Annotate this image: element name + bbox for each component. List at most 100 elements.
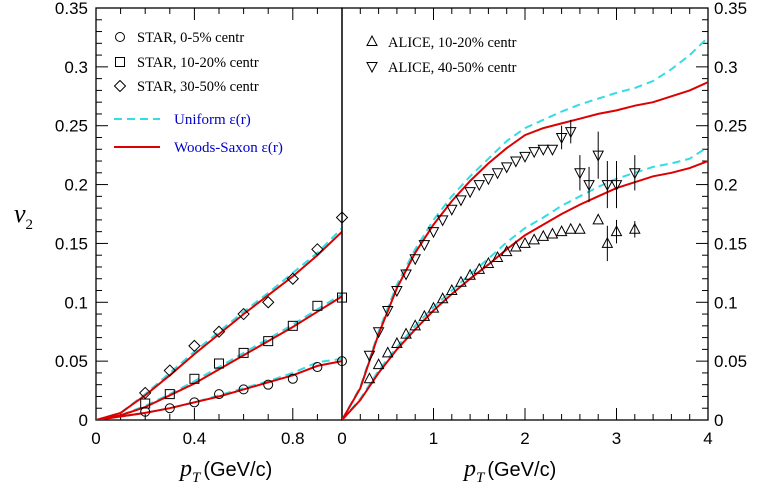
data-point-triangle-down (592, 150, 605, 162)
data-point-triangle-up (592, 213, 605, 225)
y-tick-label-right: 0.05 (714, 352, 747, 371)
data-point-triangle-down (381, 306, 394, 318)
data-point-triangle-up (409, 319, 422, 331)
data-point-diamond (212, 325, 226, 338)
data-point-triangle-down (601, 180, 614, 192)
data-point-triangle-up (418, 309, 431, 321)
data-point-triangle-up (372, 358, 385, 370)
x-axis-label-unit: (GeV/c) (203, 459, 272, 481)
y-tick-label: 0.25 (55, 117, 88, 136)
data-point-square (214, 358, 224, 369)
x-axis-label-unit: (GeV/c) (487, 459, 556, 481)
data-point-triangle-up (381, 346, 394, 358)
x-tick-label: 0.8 (281, 429, 305, 448)
data-point-triangle-down (564, 127, 577, 139)
data-point-diamond (311, 243, 324, 256)
legend-label: Woods-Saxon ε(r) (174, 140, 283, 156)
y-tick-label-right: 0.35 (714, 0, 747, 18)
data-point-circle (287, 373, 298, 384)
legend-label: Uniform ε(r) (174, 112, 251, 128)
data-point-triangle-down (363, 350, 376, 362)
y-tick-label-right: 0 (714, 411, 723, 430)
data-point-triangle-down (400, 269, 412, 281)
legend-marker-diamond (113, 79, 127, 93)
model-curve-woods-saxon-0 (342, 160, 708, 420)
y-axis-label-sub: 2 (26, 217, 34, 233)
data-point-circle (189, 397, 200, 408)
data-point-triangle-down (455, 195, 467, 207)
model-curve-uniform-2 (96, 224, 342, 420)
data-point-square (189, 373, 200, 384)
data-point-diamond (237, 307, 250, 321)
y-tick-label: 0.35 (55, 0, 88, 18)
data-point-triangle-up (564, 222, 577, 234)
data-point-diamond (138, 386, 152, 400)
model-curve-woods-saxon-2 (96, 228, 342, 420)
data-point-triangle-up (482, 256, 495, 268)
data-point-triangle-down (436, 215, 449, 227)
x-axis-label-sub: T (476, 470, 486, 486)
axis-labels: v2 pT (GeV/c) pT (GeV/c) (14, 199, 556, 486)
y-axis-label-main: v (14, 199, 26, 228)
data-point-triangle-up (400, 327, 412, 339)
data-point-triangle-down (482, 174, 495, 186)
data-point-diamond (261, 296, 275, 309)
data-point-triangle-down (628, 168, 641, 180)
y-tick-label-right: 0.25 (714, 117, 747, 136)
legend-label: ALICE, 40-50% centr (388, 60, 517, 76)
x-axis-label: pT (GeV/c) (178, 456, 272, 486)
data-point-triangle-down (409, 254, 422, 266)
data-point-triangle-down (418, 240, 431, 252)
data-point-diamond (188, 339, 201, 353)
data-point-square (238, 347, 249, 358)
y-tick-label: 0.2 (64, 176, 88, 195)
legend-label: STAR, 10-20% centr (137, 55, 259, 71)
data-point-triangle-up (601, 236, 614, 248)
plot-area (342, 36, 708, 420)
data-point-triangle-up (537, 229, 550, 241)
data-point-triangle-down (528, 147, 540, 159)
data-point-diamond (286, 272, 300, 285)
data-point-circle (312, 362, 323, 373)
data-point-triangle-up (491, 250, 504, 263)
data-point-square (263, 336, 274, 347)
data-point-circle (214, 389, 224, 400)
y-tick-label-right: 0.15 (714, 234, 747, 253)
data-point-circle (164, 403, 175, 414)
data-point-triangle-down (391, 286, 403, 298)
data-point-circle (238, 384, 249, 395)
y-axis-label: v2 (14, 199, 33, 233)
data-point-triangle-down (610, 180, 623, 192)
data-point-triangle-up (510, 240, 522, 252)
left-panel: 0 0.4 0.8 0 0.05 0.1 0.15 0.2 0.25 0.3 0.35 STAR, 0… (55, 0, 349, 448)
plot-area (96, 224, 342, 420)
legend-marker-square (115, 57, 125, 67)
y-tick-label: 0.3 (64, 58, 88, 77)
data-point-triangle-up (473, 262, 486, 274)
data-point-triangle-down (546, 144, 559, 156)
data-point-circle (140, 406, 151, 417)
data-point-triangle-up (610, 225, 623, 237)
data-point-triangle-down (491, 168, 504, 180)
legend-marker-circle (115, 32, 125, 42)
x-axis-label: pT (GeV/c) (462, 456, 556, 486)
legend-label: STAR, 0-5% centr (137, 30, 244, 46)
data-point-triangle-up (436, 292, 449, 304)
data-point-triangle-down (519, 151, 531, 163)
data-point-triangle-up (445, 283, 458, 296)
y-tick-label-right: 0.3 (714, 58, 738, 77)
legend-label: STAR, 30-50% centr (137, 79, 259, 95)
x-tick-label: 0 (91, 429, 100, 448)
data-point-square (287, 320, 298, 331)
data-point-triangle-down (574, 168, 586, 180)
model-curve-woods-saxon-1 (342, 81, 708, 420)
data-point-triangle-up (391, 336, 403, 348)
data-point-triangle-up (546, 227, 559, 239)
y-tick-label: 0 (79, 411, 88, 430)
x-axis-label-sub: T (192, 470, 202, 486)
data-point-triangle-down (464, 187, 476, 199)
x-tick-label: 4 (703, 429, 712, 448)
x-tick-label: 3 (612, 429, 621, 448)
